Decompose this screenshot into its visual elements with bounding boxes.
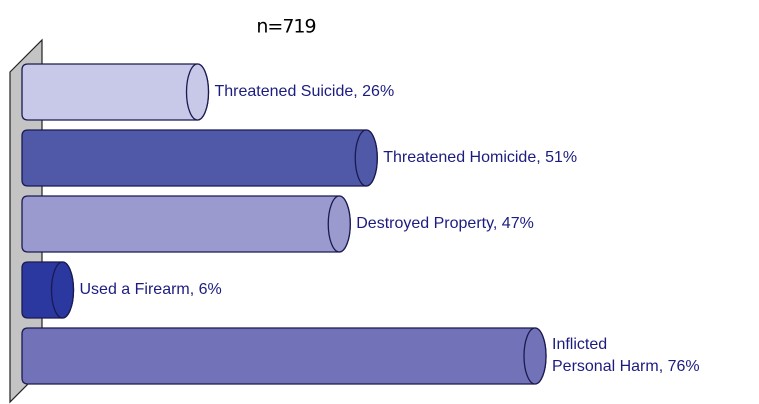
bar-body	[21, 195, 351, 253]
bar	[21, 261, 75, 319]
bar-cap	[50, 261, 75, 319]
bar-cap	[523, 327, 547, 385]
bar	[21, 327, 547, 385]
value-label: Threatened Homicide, 51%	[383, 149, 577, 166]
bar	[21, 63, 210, 121]
value-label: Inflicted Personal Harm, 76%	[552, 336, 700, 375]
bar-cap	[354, 129, 378, 187]
bar	[21, 129, 378, 187]
value-label: Threatened Suicide, 26%	[215, 83, 395, 100]
bar-body	[21, 129, 378, 187]
value-label: Destroyed Property, 47%	[356, 215, 534, 232]
chart-title: n=719	[256, 16, 315, 38]
bar-cap	[327, 195, 351, 253]
bar	[21, 195, 351, 253]
bar-cap	[185, 63, 210, 121]
bar-body	[21, 327, 547, 385]
bar-body	[21, 63, 210, 121]
value-label: Used a Firearm, 6%	[80, 281, 222, 298]
